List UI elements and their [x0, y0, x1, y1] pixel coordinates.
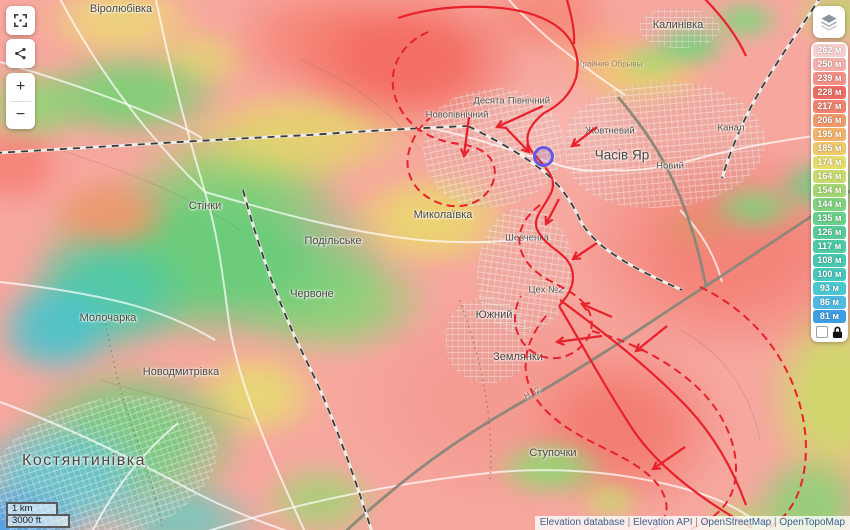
place-label: Миколаївка — [413, 209, 473, 221]
place-label: Стінки — [188, 200, 222, 212]
legend-lock-icon[interactable] — [832, 326, 843, 339]
legend-item: 135 м — [813, 212, 846, 225]
legend-item: 228 м — [813, 86, 846, 99]
legend-item: 144 м — [813, 198, 846, 211]
zoom-in-button[interactable]: + — [15, 77, 26, 95]
place-label: Десята — [473, 95, 505, 107]
legend-item: 93 м — [813, 282, 846, 295]
place-label: Північний — [507, 95, 551, 107]
legend-item: 164 м — [813, 170, 846, 183]
scale-km: 1 km — [6, 502, 58, 514]
place-label: Канал — [717, 122, 745, 134]
place-label: Землянки — [493, 351, 543, 363]
legend-item: 217 м — [813, 100, 846, 113]
place-label: Костянтинівка — [22, 452, 146, 469]
attribution-link[interactable]: OpenTopoMap — [779, 517, 845, 528]
legend-item: 100 м — [813, 268, 846, 281]
position-marker-circle — [533, 146, 554, 167]
layers-button[interactable] — [813, 6, 845, 38]
attribution-link[interactable]: Elevation API — [632, 517, 693, 528]
legend-item: 250 м — [813, 58, 846, 71]
attribution-separator: | — [624, 517, 633, 528]
place-label: Часів Яр — [594, 147, 650, 163]
place-label: Новопівнічний — [425, 109, 489, 121]
share-button[interactable] — [6, 39, 35, 68]
place-label: Крайние Обрывы — [577, 59, 643, 69]
legend-item: 86 м — [813, 296, 846, 309]
place-label: Червоне — [290, 288, 334, 300]
fullscreen-button[interactable] — [6, 6, 35, 35]
zoom-control: + − — [6, 73, 35, 129]
legend-item: 126 м — [813, 226, 846, 239]
zoom-out-button[interactable]: − — [15, 106, 26, 124]
legend-opacity-checkbox[interactable] — [816, 326, 829, 338]
attribution-separator: | — [692, 517, 701, 528]
place-label: Молочарка — [79, 312, 137, 324]
place-label: Подільське — [304, 235, 362, 247]
attribution-bar: Elevation database | Elevation API | Ope… — [534, 516, 850, 530]
attribution-links: Elevation database | Elevation API | Ope… — [540, 517, 845, 528]
place-label: Калинівка — [652, 19, 704, 31]
scale-control: 1 km 3000 ft — [6, 502, 70, 528]
legend-item: 262 м — [813, 44, 846, 57]
place-label: Новодмитрівка — [142, 366, 220, 378]
place-label: Цех №2 — [528, 284, 564, 296]
place-label: Южний — [475, 309, 513, 321]
layers-icon — [821, 14, 837, 31]
attribution-link[interactable]: OpenStreetMap — [700, 517, 772, 528]
elevation-legend-list: 262 м 250 м 239 м 228 м 217 м 206 м 195 м 185 м… — [813, 44, 846, 323]
attribution-separator: | — [771, 517, 780, 528]
legend-item: 108 м — [813, 254, 846, 267]
elevation-legend: 262 м 250 м 239 м 228 м 217 м 206 м 195 м 185 м… — [811, 42, 848, 342]
attribution-link[interactable]: Elevation database — [539, 517, 625, 528]
legend-item: 195 м — [813, 128, 846, 141]
share-icon — [15, 47, 26, 60]
zoom-divider — [10, 100, 31, 102]
scale-ft: 3000 ft — [6, 514, 70, 528]
legend-footer — [813, 324, 846, 340]
fullscreen-icon — [13, 13, 28, 28]
legend-item: 185 м — [813, 142, 846, 155]
place-label: Віролюбівка — [89, 3, 153, 15]
legend-item: 174 м — [813, 156, 846, 169]
legend-item: 117 м — [813, 240, 846, 253]
legend-item: 81 м — [813, 310, 846, 323]
legend-item: 206 м — [813, 114, 846, 127]
place-label: Шевченка — [505, 232, 549, 244]
place-label: Новий — [656, 160, 684, 172]
place-label: Ступочки — [529, 447, 577, 459]
legend-item: 239 м — [813, 72, 846, 85]
place-label: Жовтневий — [585, 125, 635, 137]
legend-item: 154 м — [813, 184, 846, 197]
